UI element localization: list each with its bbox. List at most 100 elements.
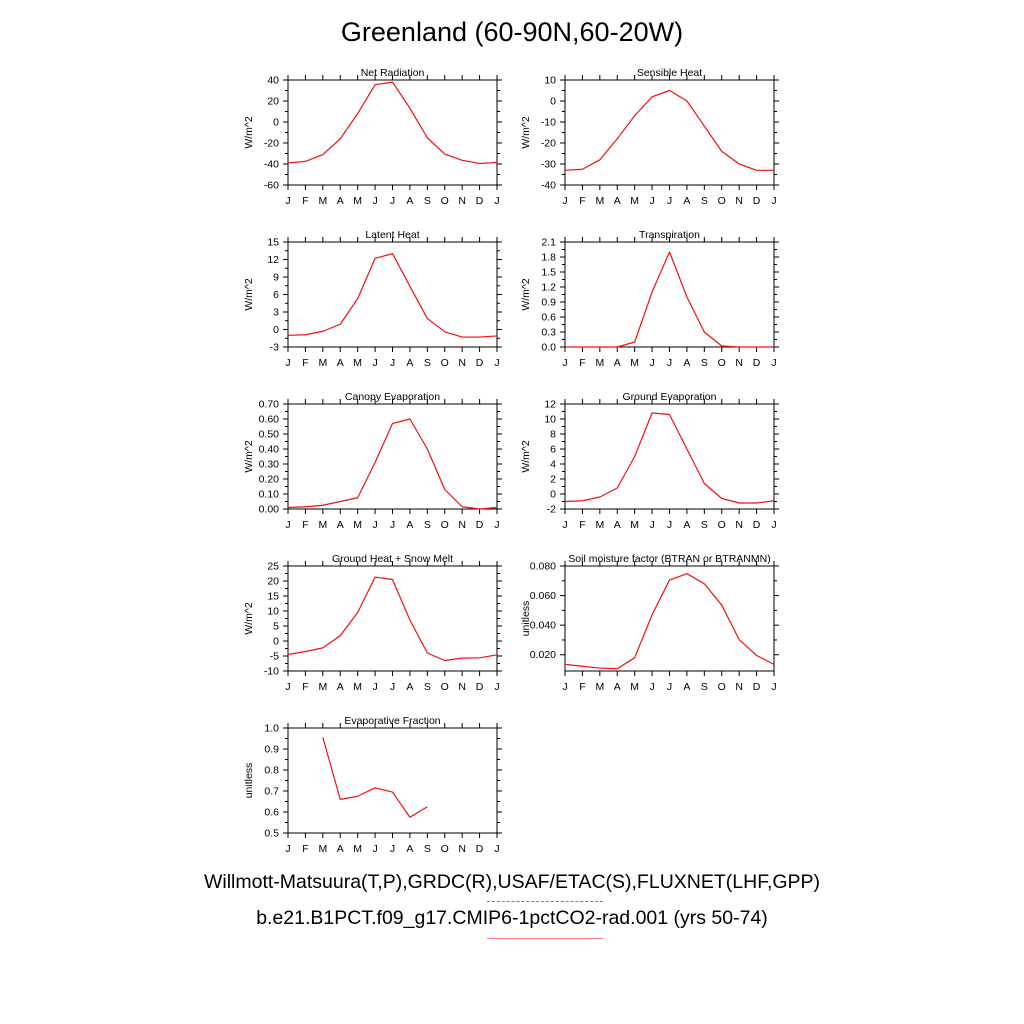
panel-2-xtick-label: D	[753, 195, 761, 207]
panel-6-xtick-label: A	[683, 519, 690, 531]
panel-6-ytick-label: 0	[550, 489, 556, 501]
panel-1-xtick-label: A	[337, 195, 344, 207]
panel-7-ylabel: W/m^2	[243, 602, 255, 635]
panel-8-xtick-label: J	[562, 681, 567, 693]
panel-6-ytick-label: -2	[547, 504, 556, 516]
panel-9-xtick-label: J	[390, 843, 395, 855]
panel-8-xtick-label: J	[667, 681, 672, 693]
panel-6-ylabel: W/m^2	[520, 440, 532, 473]
panel-4-frame	[564, 241, 775, 348]
panel-9-ytick-label: 0.6	[264, 807, 279, 819]
panel-1-ytick-label: 40	[267, 75, 279, 87]
panel-2-ytick-label: 0	[550, 96, 556, 108]
panel-6-xtick-label: J	[667, 519, 672, 531]
panel-8-xtick-label: M	[595, 681, 604, 693]
panel-6-xtick-label: J	[771, 519, 776, 531]
panel-2-ytick-label: 10	[544, 75, 556, 87]
panel-8-series-line	[564, 573, 775, 670]
panel-7-ytick-label: 5	[273, 621, 279, 633]
panel-5-ytick-label: 0.20	[259, 474, 280, 486]
panel-4-ytick-label: 0.3	[541, 327, 556, 339]
panel-9-xtick-label: F	[302, 843, 308, 855]
panel-4-ytick-label: 0.0	[541, 342, 556, 354]
panel-4-ytick-label: 1.2	[541, 282, 556, 294]
panel-4-xtick-label: M	[595, 357, 604, 369]
panel-8-ytick-label: 0.080	[530, 561, 556, 573]
panel-2-title: Sensible Heat	[637, 67, 702, 79]
panel-4-xtick-label: M	[630, 357, 639, 369]
panel-9-xtick-label: M	[353, 843, 362, 855]
panel-9-xtick-label: O	[441, 843, 449, 855]
panel-8-xtick-label: O	[718, 681, 726, 693]
panel-5-xtick-label: J	[390, 519, 395, 531]
panel-9-title: Evaporative Fraction	[344, 715, 440, 727]
panel-6-ytick-label: 4	[550, 459, 556, 471]
panel-7-ytick-label: 10	[267, 606, 279, 618]
panel-3-xtick-label: J	[372, 357, 377, 369]
panel-5-frame	[287, 403, 498, 510]
panel-5-xtick-label: J	[494, 519, 499, 531]
panel-1-xtick-label: F	[302, 195, 308, 207]
panel-7-xtick-label: J	[494, 681, 499, 693]
panel-1-xtick-label: J	[285, 195, 290, 207]
panel-1-frame	[287, 79, 498, 186]
panel-9-xtick-label: J	[285, 843, 290, 855]
panel-2-xtick-label: S	[701, 195, 708, 207]
panel-9-ylabel: unitless	[243, 763, 255, 799]
panel-1-ylabel: W/m^2	[243, 116, 255, 149]
panel-7-xtick-label: S	[424, 681, 431, 693]
panel-3-ytick-label: 15	[267, 237, 279, 249]
panel-9-ytick-label: 0.7	[264, 786, 279, 798]
panel-5-ytick-label: 0.70	[259, 399, 280, 411]
panel-3-frame	[287, 241, 498, 348]
panel-9-xtick-label: S	[424, 843, 431, 855]
panel-5-ytick-label: 0.00	[259, 504, 280, 516]
panel-8-ylabel: unitless	[520, 601, 532, 637]
panel-7-series-line	[287, 576, 498, 662]
panel-4-series-line	[565, 251, 774, 348]
panel-6-xtick-label: M	[595, 519, 604, 531]
panel-7-ytick-label: 0	[273, 636, 279, 648]
panel-3-series-line	[287, 253, 498, 338]
panel-9-ytick-label: 0.9	[264, 744, 279, 756]
panel-6-series-line	[564, 412, 775, 504]
panel-8-xtick-label: S	[701, 681, 708, 693]
panel-3-ytick-label: 0	[273, 324, 279, 336]
panel-5-ytick-label: 0.50	[259, 429, 280, 441]
panel-3-ytick-label: -3	[270, 342, 279, 354]
panel-8-xtick-label: N	[735, 681, 743, 693]
panel-7-ytick-label: 15	[267, 591, 279, 603]
panel-5-ylabel: W/m^2	[243, 440, 255, 473]
panel-3-xtick-label: D	[476, 357, 484, 369]
panel-9-ytick-label: 1.0	[264, 723, 279, 735]
panel-7-xtick-label: M	[353, 681, 362, 693]
figure-title: Greenland (60-90N,60-20W)	[340, 17, 684, 47]
panel-4-xtick-label: O	[718, 357, 726, 369]
panel-7-xtick-label: N	[458, 681, 466, 693]
panel-4-xtick-label: A	[614, 357, 621, 369]
panel-3-ytick-label: 12	[267, 254, 279, 266]
panel-3-title: Latent Heat	[365, 229, 419, 241]
panel-1-xtick-label: S	[424, 195, 431, 207]
panel-2-xtick-label: O	[718, 195, 726, 207]
panel-5-ytick-label: 0.60	[259, 414, 280, 426]
panel-3-ytick-label: 9	[273, 272, 279, 284]
panel-6-xtick-label: N	[735, 519, 743, 531]
panel-7-xtick-label: A	[406, 681, 413, 693]
panel-7-ytick-label: -5	[270, 651, 279, 663]
panel-3-xtick-label: J	[390, 357, 395, 369]
panel-2-xtick-label: J	[562, 195, 567, 207]
panel-4-ytick-label: 1.5	[541, 267, 556, 279]
panel-8-xtick-label: A	[683, 681, 690, 693]
panel-7-xtick-label: M	[318, 681, 327, 693]
panel-2-xtick-label: N	[735, 195, 743, 207]
panel-2-ytick-label: -20	[541, 138, 556, 150]
panel-1-title: Net Radiation	[361, 67, 425, 79]
panel-4-xtick-label: S	[701, 357, 708, 369]
panel-8-ytick-label: 0.060	[530, 590, 556, 602]
panel-1-ytick-label: -60	[264, 180, 279, 192]
legend-model-swatch	[487, 938, 603, 939]
panel-3-xtick-label: J	[285, 357, 290, 369]
panel-8-xtick-label: J	[649, 681, 654, 693]
panel-4-xtick-label: J	[771, 357, 776, 369]
